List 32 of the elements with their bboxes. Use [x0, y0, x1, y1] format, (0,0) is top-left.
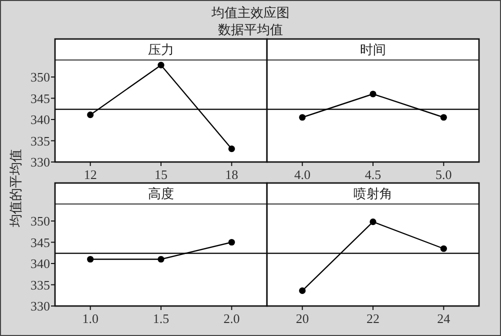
y-tick-label: 335 [30, 133, 50, 148]
y-tick-label: 350 [30, 70, 50, 84]
x-tick-label: 4.0 [294, 167, 310, 182]
y-tick-label: 335 [30, 277, 50, 292]
y-tick-label: 345 [30, 234, 50, 250]
y-tick-label: 330 [30, 154, 50, 170]
y-axis-title: 均值的平均值 [8, 149, 23, 228]
x-tick-label: 4.5 [364, 167, 382, 182]
x-tick-label: 22 [366, 311, 380, 326]
y-tick-label: 350 [30, 214, 50, 228]
y-tick-label: 330 [30, 298, 50, 314]
x-tick-label: 1.0 [82, 311, 98, 326]
x-tick-label: 24 [437, 311, 451, 326]
chart-title: 压力 [148, 42, 174, 57]
x-tick-label: 5.0 [436, 167, 452, 182]
y-tick-label: 340 [30, 112, 50, 127]
point [158, 62, 164, 68]
y-tick-label: 340 [30, 256, 50, 271]
x-tick-label: 2.0 [224, 311, 240, 326]
x-tick-label: 1.5 [152, 311, 170, 326]
x-tick-label: 15 [154, 167, 168, 182]
point [228, 146, 235, 152]
x-tick-label: 20 [296, 311, 309, 326]
chart-title: 时间 [360, 42, 386, 57]
chart-title: 高度 [148, 186, 174, 201]
chart-title: 喷射角 [354, 186, 392, 201]
text: 数据平均值 [218, 22, 283, 37]
y-tick-label: 345 [30, 90, 50, 106]
x-tick-label: 18 [225, 167, 238, 182]
text: 均值主效应图 [210, 5, 290, 20]
point [87, 112, 94, 118]
x-tick-label: 12 [84, 167, 97, 182]
